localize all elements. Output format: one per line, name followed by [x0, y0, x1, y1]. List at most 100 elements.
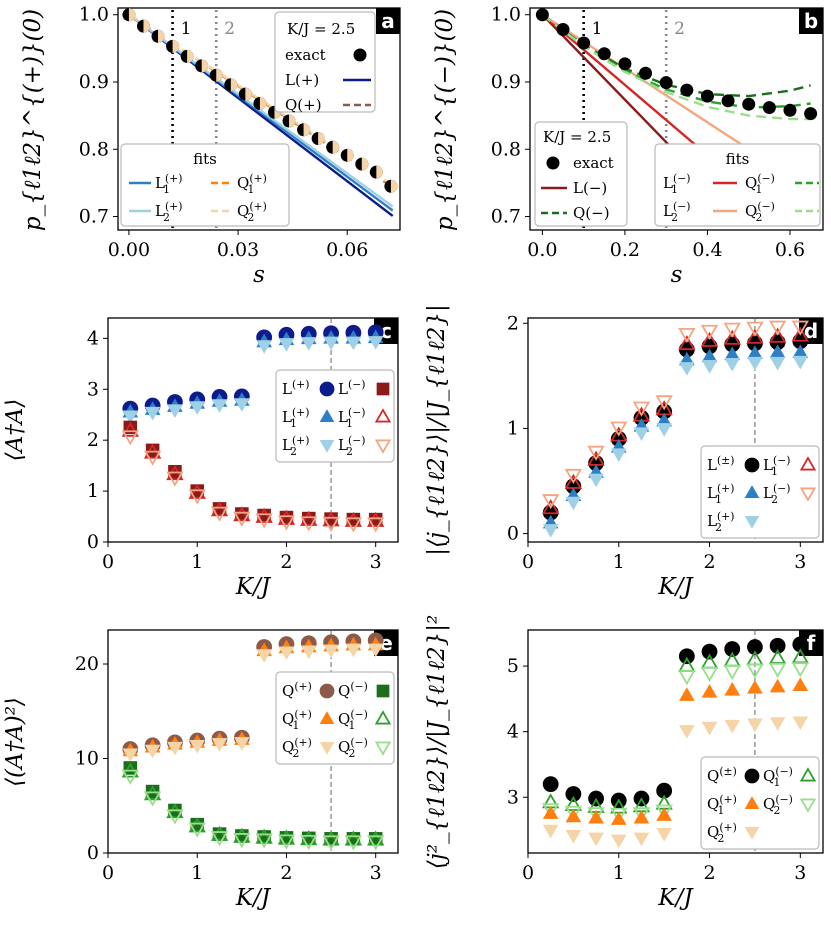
y-tick-label: 0.8 — [79, 138, 109, 160]
data-point-Q1(+) — [701, 684, 718, 698]
x-tick-label: 3 — [370, 862, 382, 884]
x-tick-label: 1 — [191, 862, 203, 884]
panel-a: 0.00 0.03 0.06 0.7 0.8 0.9 1.0 s p_{ℓ1ℓ2}^{(+)}(… — [20, 4, 401, 288]
panel-b: 0.0 0.2 0.4 0.6 0.7 0.8 0.9 1.0 s p_{ℓ1ℓ2}^{(−)}(… — [432, 4, 824, 288]
data-point-L2(+) — [588, 473, 604, 488]
legend-marker — [799, 456, 817, 471]
data-point-L2(+) — [542, 524, 559, 538]
legend-label: L(+) 1 — [707, 482, 734, 506]
data-point-overlay — [143, 19, 150, 33]
legend-marker — [744, 796, 760, 809]
data-point-overlay — [361, 157, 369, 171]
data-point-Q2(−) — [277, 834, 296, 850]
data-point-Q(±) — [724, 641, 741, 657]
y-axis-label: ⟨A†A⟩ — [2, 399, 28, 462]
data-point-overlay — [172, 39, 180, 53]
data-point-Q(±) — [747, 639, 763, 655]
data-point-Q2(+) — [565, 830, 582, 844]
legend-marker — [374, 439, 392, 454]
data-point-L2(+) — [211, 399, 228, 413]
x-axis-label: s — [253, 262, 265, 288]
legend-marker — [744, 827, 760, 840]
data-point-L2(−) — [344, 517, 363, 533]
legend-label: L(±) — [707, 454, 734, 474]
legend-marker — [319, 381, 335, 397]
x-tick-label: 0 — [522, 862, 534, 884]
legend-marker — [799, 798, 817, 813]
data-point-overlay — [390, 179, 398, 193]
x-tick-label: 1 — [613, 862, 625, 884]
data-point-Q2(+) — [256, 649, 272, 663]
data-point-Q1(−) — [188, 817, 206, 833]
y-tick-label: 1 — [507, 417, 519, 439]
legend-title: fits — [726, 150, 750, 168]
data-point-L2(+) — [300, 337, 317, 351]
data-point-L1(−) — [746, 328, 764, 344]
axes-frame — [529, 7, 824, 231]
y-axis-label: p_{ℓ1ℓ2}^{(−)}(0) — [432, 9, 458, 231]
data-point-Q2(+) — [323, 644, 339, 659]
data-point-overlay — [303, 123, 311, 137]
y-tick-label: 0 — [507, 523, 519, 545]
legend-marker — [374, 710, 392, 725]
legend-label: Q(+) — [282, 680, 312, 700]
y-tick-label: 0.7 — [79, 206, 109, 228]
legend-box — [120, 143, 290, 227]
panel-label: c — [380, 319, 392, 343]
legend-label: Q(+) 2 — [237, 200, 267, 224]
legend-box — [534, 121, 628, 227]
data-point-overlay — [259, 97, 267, 111]
data-point-Q1(+) — [724, 682, 741, 696]
legend-label: L(+) 1 — [282, 406, 309, 430]
data-point-Q2(+) — [144, 744, 161, 759]
data-point-Q1(−) — [233, 827, 251, 843]
y-tick-label: 3 — [87, 378, 99, 400]
data-point-Q2(−) — [564, 805, 583, 821]
legend-label: L(+) — [285, 71, 319, 89]
data-point-Q2(+) — [588, 832, 604, 847]
data-point-overlay — [376, 165, 383, 179]
y-tick-label: 1 — [87, 480, 99, 502]
data-point-L2(+) — [278, 338, 295, 352]
y-tick-label: 4 — [87, 327, 99, 349]
legend-label: Q(+) 1 — [282, 708, 312, 732]
data-point-L2(+) — [234, 398, 250, 412]
x-tick-label: 0.06 — [326, 239, 368, 261]
data-point — [762, 101, 776, 115]
data-point-L2(−) — [632, 401, 651, 417]
legend-label: Q(−) — [338, 680, 368, 700]
data-point-Q2(+) — [542, 824, 559, 839]
axes-frame — [107, 629, 399, 854]
data-point-overlay — [332, 140, 340, 154]
y-tick-label: 2 — [87, 429, 99, 451]
data-point — [618, 57, 632, 71]
x-tick-label: 0.03 — [217, 239, 259, 261]
x-tick-label: 0 — [522, 551, 534, 573]
data-point-Q2(+) — [122, 748, 139, 763]
x-tick-label: 0.0 — [527, 239, 557, 261]
legend-label: exact — [573, 154, 614, 172]
x-tick-label: 0.4 — [692, 239, 722, 261]
x-axis-label: K/J — [235, 574, 272, 600]
y-axis-label: p_{ℓ1ℓ2}^{(+)}(0) — [20, 9, 46, 231]
data-point-Q1(+) — [792, 677, 809, 692]
x-axis-label: K/J — [235, 885, 272, 911]
data-point — [556, 23, 570, 37]
y-tick-label: 0.8 — [491, 138, 521, 160]
data-point-L2(−) — [791, 320, 809, 336]
data-point-Q2(+) — [189, 740, 206, 754]
data-point-L2(+) — [610, 448, 627, 462]
y-tick-label: 0.9 — [491, 71, 521, 93]
data-point-L2(+) — [189, 401, 206, 415]
data-point-Q(±) — [792, 636, 809, 653]
legend-marker — [319, 409, 335, 422]
data-point-Q2(+) — [633, 832, 650, 847]
x-tick-label: 0.6 — [775, 239, 805, 261]
legend-label: Q(±) — [707, 765, 737, 785]
legend-marker — [376, 382, 390, 396]
data-point-overlay — [187, 49, 194, 63]
legend-marker — [319, 440, 335, 453]
data-point-Q1(−) — [277, 829, 296, 845]
data-point-L2(−) — [210, 506, 229, 522]
